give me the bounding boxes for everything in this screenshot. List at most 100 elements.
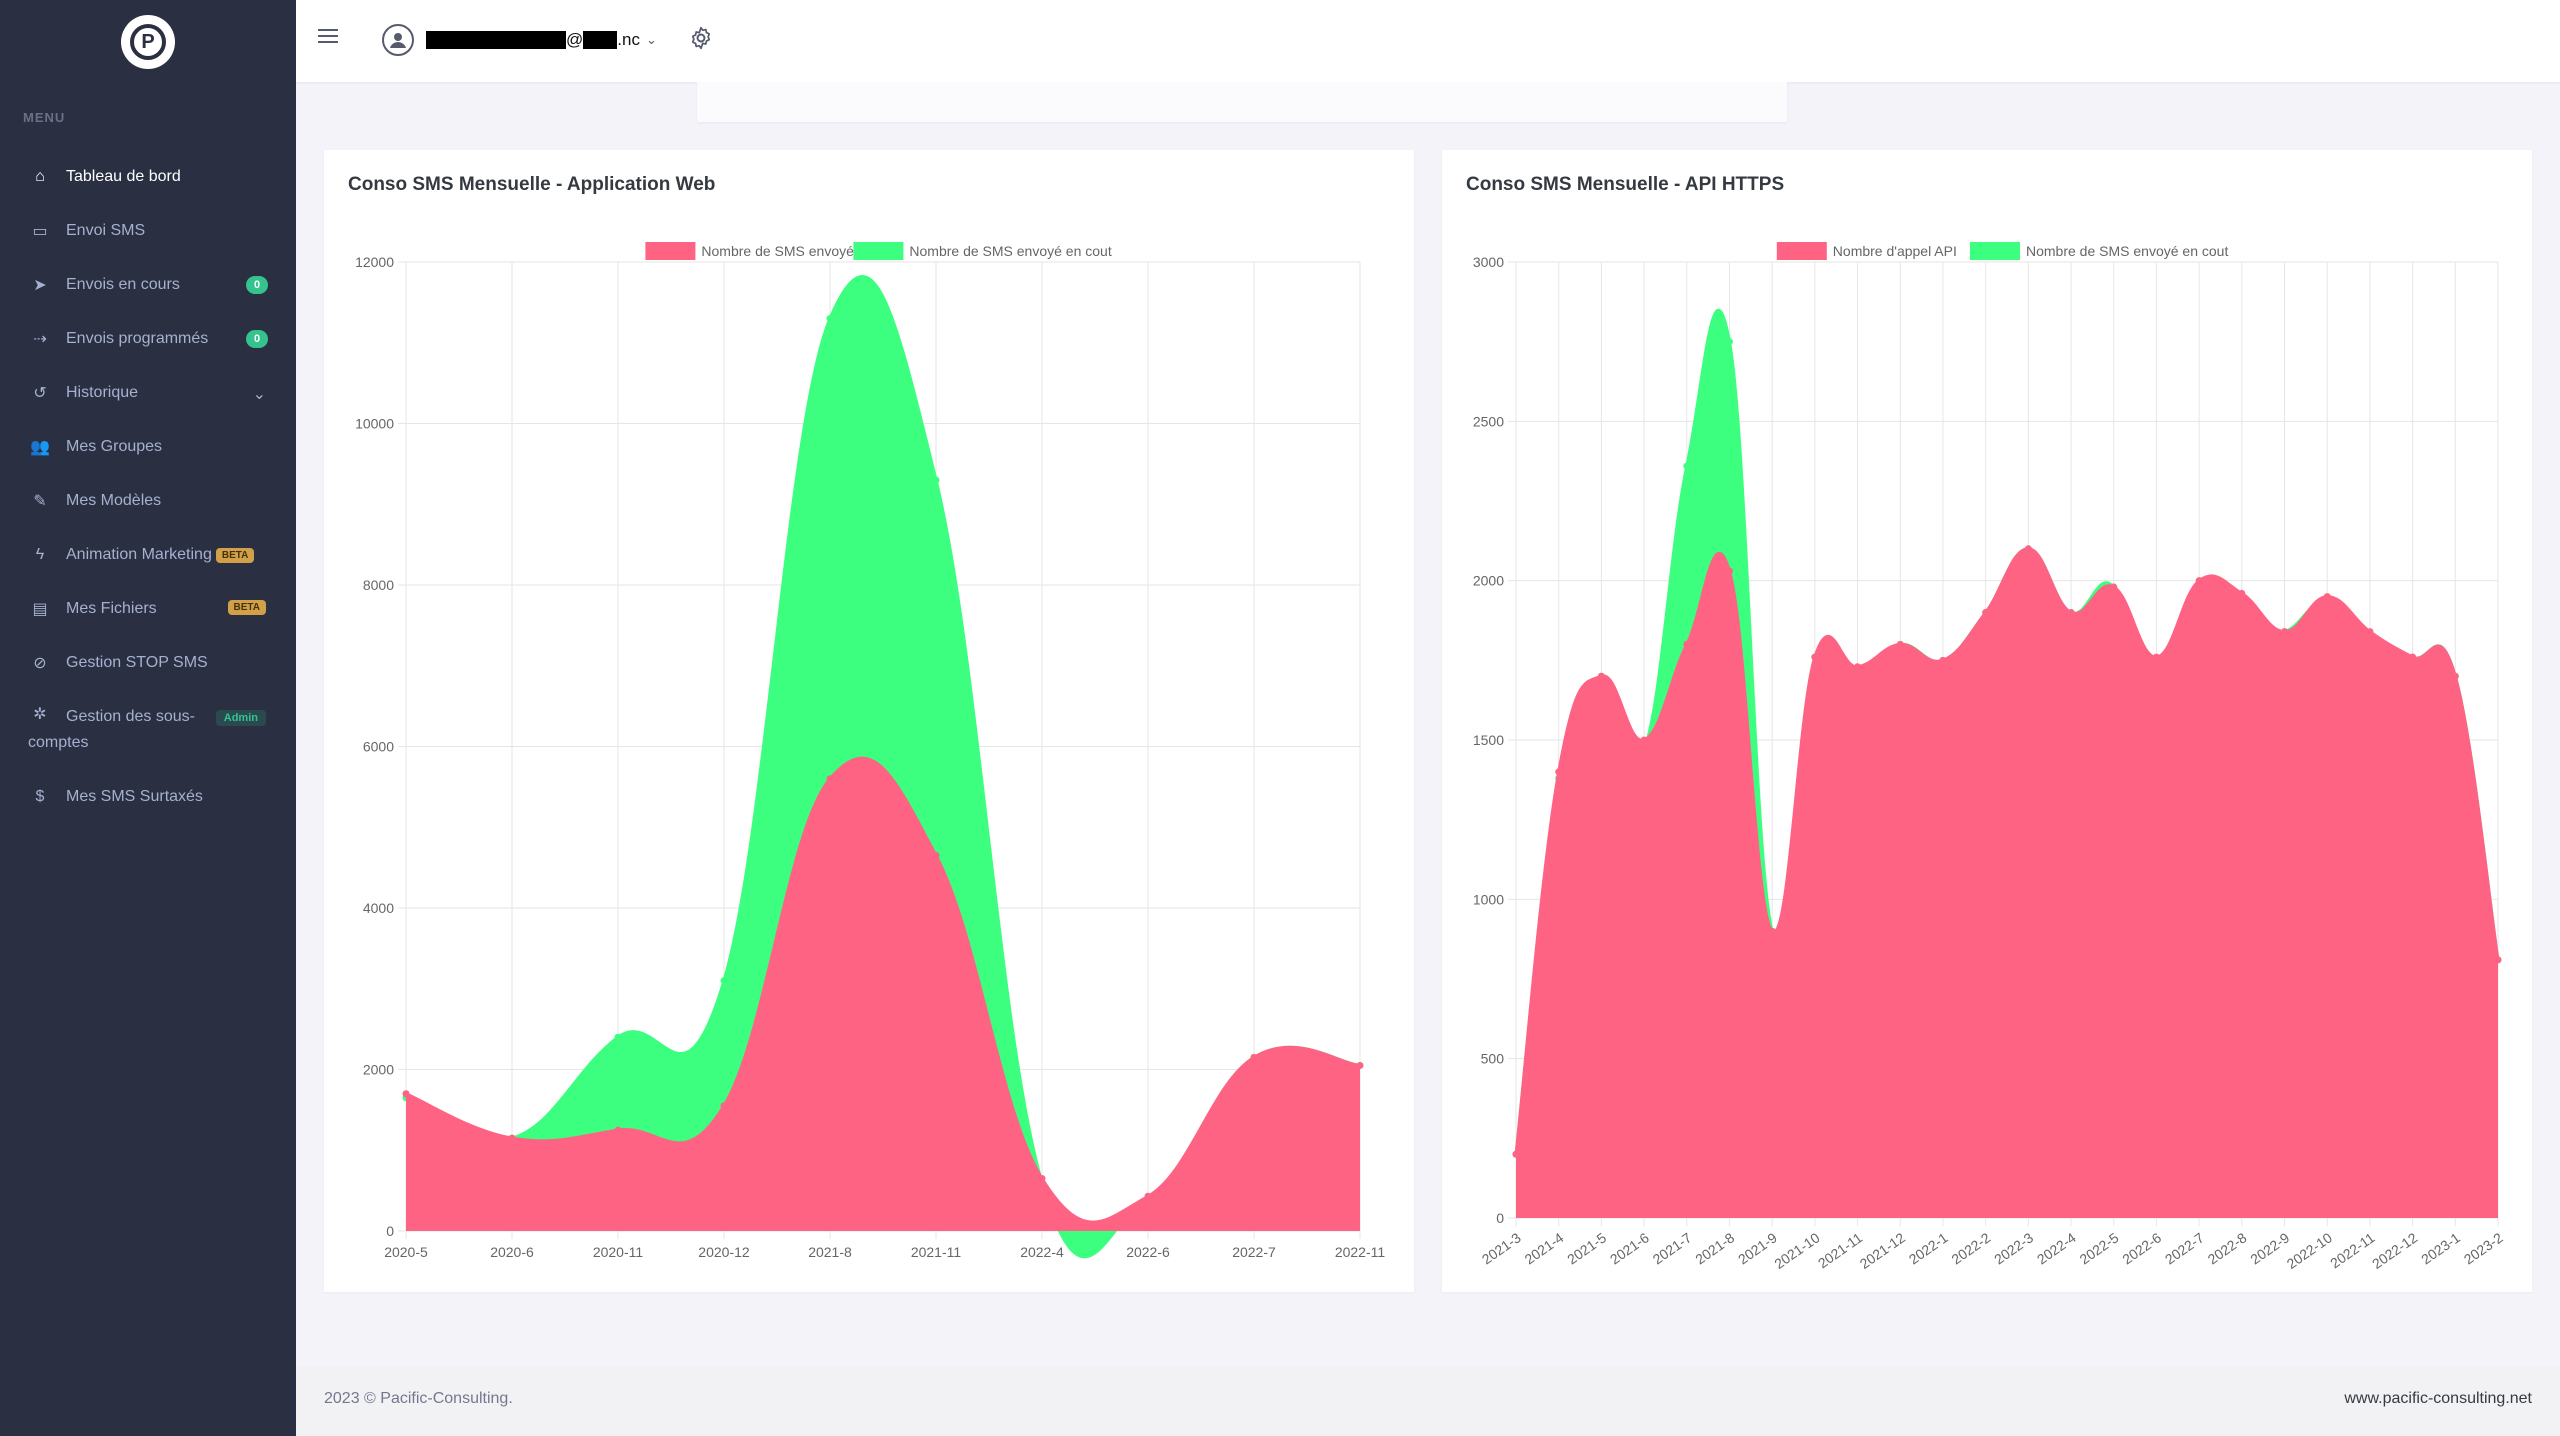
- beta-badge: BETA: [215, 547, 255, 563]
- dollar-icon: $: [35, 788, 45, 805]
- data-point[interactable]: [1555, 768, 1563, 776]
- sidebar-item-gestion-des-sous-comptes[interactable]: ✲ Gestion des sous-comptes Admin: [0, 690, 296, 770]
- x-tick-label: 2022-1: [1906, 1229, 1951, 1267]
- data-point[interactable]: [1683, 462, 1691, 470]
- data-point[interactable]: [2409, 653, 2417, 661]
- data-point[interactable]: [826, 775, 834, 783]
- data-point[interactable]: [826, 315, 834, 323]
- data-point[interactable]: [1725, 338, 1733, 346]
- data-point[interactable]: [402, 1090, 410, 1098]
- data-point[interactable]: [1512, 1150, 1520, 1158]
- sidebar-item-historique[interactable]: ↺ Historique ⌄: [0, 366, 296, 420]
- sidebar-menu: ⌂ Tableau de bord ▭ Envoi SMS ➤ Envois en cou…: [0, 150, 296, 824]
- x-axis: 2020-5 2020-6 2020-11 2020-12 2021-8 2021-11 2…: [384, 1244, 1385, 1260]
- data-point[interactable]: [2195, 577, 2203, 585]
- data-point[interactable]: [720, 977, 728, 985]
- y-tick-label: 2500: [1473, 413, 1504, 429]
- data-point[interactable]: [2024, 545, 2032, 553]
- data-point[interactable]: [1811, 653, 1819, 661]
- chart-card-api: Conso SMS Mensuelle - API HTTPS Nombre d…: [1442, 150, 2532, 1292]
- data-point[interactable]: [1896, 640, 1904, 648]
- data-point[interactable]: [2110, 583, 2118, 591]
- x-tick-label: 2021-5: [1564, 1229, 1609, 1267]
- sidebar-item-mes-groupes[interactable]: 👥 Mes Groupes: [0, 420, 296, 474]
- file-icon: ▤: [32, 601, 48, 618]
- data-point[interactable]: [1939, 656, 1947, 664]
- users-icon: 👥: [30, 439, 50, 456]
- redacted-text: [426, 31, 566, 49]
- chart-title: Conso SMS Mensuelle - Application Web: [348, 174, 716, 195]
- y-tick-label: 0: [386, 1223, 394, 1239]
- legend-label: Nombre de SMS envoyé: [701, 243, 854, 259]
- y-tick-label: 1500: [1473, 732, 1504, 748]
- series-area-red: [1516, 548, 2498, 1218]
- x-tick-label: 2022-5: [2077, 1229, 2122, 1267]
- sidebar-item-tableau-de-bord[interactable]: ⌂ Tableau de bord: [0, 150, 296, 204]
- sidebar-item-gestion-stop-sms[interactable]: ⊘ Gestion STOP SMS: [0, 636, 296, 690]
- user-dropdown[interactable]: @ .nc ⌄: [426, 30, 657, 50]
- redacted-text: [583, 31, 618, 49]
- data-point[interactable]: [1725, 567, 1733, 575]
- chevron-down-icon[interactable]: ⌄: [252, 386, 266, 403]
- sidebar-item-envois-en-cours[interactable]: ➤ Envois en cours 0: [0, 258, 296, 312]
- x-tick-label: 2023-1: [2418, 1229, 2463, 1267]
- data-point[interactable]: [2366, 628, 2374, 636]
- data-point[interactable]: [2067, 609, 2075, 617]
- data-point[interactable]: [1768, 927, 1776, 935]
- x-tick-label: 2022-6: [1126, 1244, 1170, 1260]
- data-point[interactable]: [614, 1033, 622, 1041]
- copyright-text: 2023 © Pacific-Consulting.: [324, 1390, 513, 1407]
- data-point[interactable]: [2323, 593, 2331, 601]
- legend-swatch: [1970, 242, 2020, 260]
- sidebar-item-label: Gestion des sous-comptes: [28, 708, 195, 751]
- data-point[interactable]: [2281, 628, 2289, 636]
- sidebar-item-animation-marketing[interactable]: ϟ Animation Marketing BETA: [0, 528, 296, 582]
- x-tick-label: 2021-3: [1479, 1229, 1524, 1267]
- y-tick-label: 10000: [355, 416, 394, 432]
- data-point[interactable]: [1640, 736, 1648, 744]
- data-point[interactable]: [2494, 956, 2502, 964]
- legend-swatch: [853, 242, 904, 260]
- data-point[interactable]: [1982, 609, 1990, 617]
- x-tick-label: 2022-2: [1948, 1229, 1993, 1267]
- sidebar-item-envois-programmés[interactable]: ⇢ Envois programmés 0: [0, 312, 296, 366]
- user-avatar-icon[interactable]: [382, 24, 414, 56]
- legend-label: Nombre d'appel API: [1833, 243, 1957, 259]
- data-point[interactable]: [2152, 653, 2160, 661]
- chart-legend[interactable]: Nombre de SMS envoyé Nombre de SMS envoyé…: [645, 242, 1112, 260]
- x-tick-label: 2021-11: [911, 1244, 962, 1260]
- x-tick-label: 2021-11: [1815, 1229, 1866, 1271]
- feather-icon: ✎: [33, 493, 47, 510]
- data-point[interactable]: [614, 1126, 622, 1134]
- sidebar-item-mes-sms-surtaxés[interactable]: $ Mes SMS Surtaxés: [0, 770, 296, 824]
- data-point[interactable]: [1250, 1053, 1258, 1061]
- gear-icon[interactable]: [688, 25, 714, 51]
- sidebar-item-mes-fichiers[interactable]: ▤ Mes Fichiers BETA: [0, 582, 296, 636]
- data-point[interactable]: [1597, 672, 1605, 680]
- data-point[interactable]: [932, 852, 940, 860]
- data-point[interactable]: [1144, 1192, 1152, 1200]
- data-point[interactable]: [932, 476, 940, 484]
- menu-title: MENU: [23, 110, 66, 125]
- hamburger-menu-icon[interactable]: [318, 29, 338, 49]
- y-tick-label: 0: [1496, 1210, 1504, 1226]
- sidebar-item-envoi-sms[interactable]: ▭ Envoi SMS: [0, 204, 296, 258]
- x-tick-label: 2021-10: [1771, 1229, 1822, 1272]
- data-point[interactable]: [1683, 640, 1691, 648]
- email-tld: .nc: [617, 30, 640, 49]
- sidebar-item-label: Mes Modèles: [66, 492, 162, 509]
- website-link[interactable]: www.pacific-consulting.net: [2344, 1390, 2532, 1407]
- data-point[interactable]: [1038, 1175, 1046, 1183]
- bolt-icon: ϟ: [35, 546, 45, 563]
- brand-logo[interactable]: P: [121, 15, 175, 69]
- network-icon: ✲: [33, 706, 47, 723]
- sidebar-item-mes-modèles[interactable]: ✎ Mes Modèles: [0, 474, 296, 528]
- data-point[interactable]: [2451, 672, 2459, 680]
- data-point[interactable]: [1356, 1061, 1364, 1069]
- data-point[interactable]: [2238, 589, 2246, 597]
- data-point[interactable]: [1854, 663, 1862, 671]
- chart-legend[interactable]: Nombre d'appel API Nombre de SMS envoyé e…: [1776, 242, 2229, 260]
- data-point[interactable]: [720, 1102, 728, 1110]
- data-point[interactable]: [508, 1134, 516, 1142]
